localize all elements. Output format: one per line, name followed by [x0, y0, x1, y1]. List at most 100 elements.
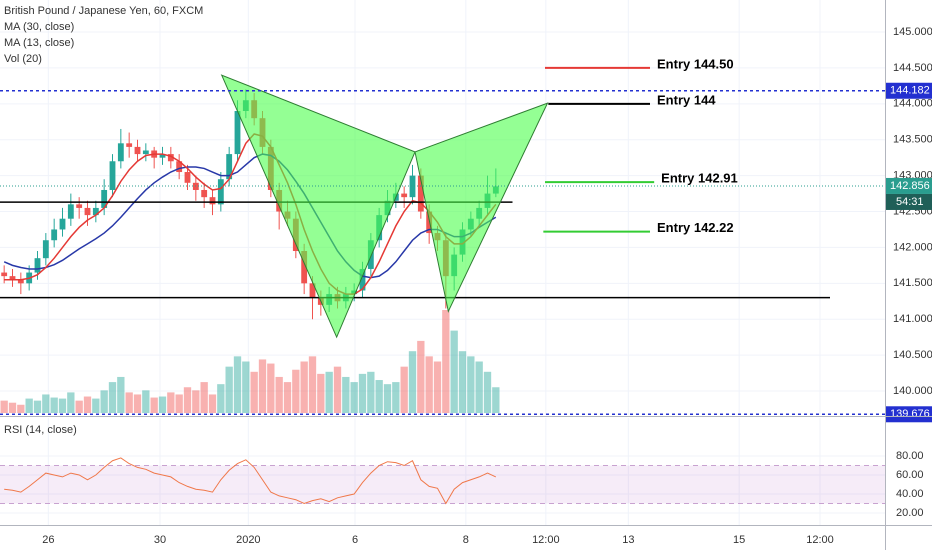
rsi-panel	[0, 418, 885, 525]
x-tick-label: 6	[352, 534, 358, 546]
volume-bar	[225, 366, 233, 413]
candle-body	[401, 193, 408, 198]
volume-bar	[158, 396, 167, 413]
price-label: 142.856	[890, 180, 930, 192]
candle-body	[409, 175, 416, 198]
candle-body	[217, 179, 224, 205]
volume-bar	[83, 396, 92, 413]
price-label-box	[886, 177, 932, 194]
symbol-title: British Pound / Japanese Yen, 60, FXCM	[4, 5, 203, 17]
entry-label: Entry 142.22	[657, 220, 734, 235]
entry-label: Entry 142.91	[661, 171, 738, 186]
indicator-label: Vol (20)	[4, 53, 42, 65]
volume-bar	[200, 382, 208, 413]
volume-bar	[417, 340, 425, 413]
volume-bar	[133, 394, 142, 413]
entry-label: Entry 144	[657, 92, 716, 107]
volume-bar	[450, 330, 458, 413]
volume-bar	[242, 361, 250, 413]
volume-bar	[117, 376, 125, 413]
volume-bar	[425, 356, 433, 413]
y-tick-label: 141.000	[893, 313, 932, 325]
volume-bar	[8, 402, 17, 413]
candle-body	[134, 146, 141, 155]
volume-bar	[175, 394, 183, 413]
indicator-label: MA (30, close)	[4, 21, 74, 33]
y-tick-label: 40.00	[896, 488, 924, 500]
y-tick-label: 144.000	[893, 98, 932, 110]
volume-bar	[358, 373, 367, 413]
candle-body	[34, 258, 41, 273]
candle-body	[176, 161, 183, 173]
candle-body	[101, 189, 108, 208]
harmonic-pattern	[414, 102, 549, 313]
volume-bar	[408, 351, 417, 413]
volume-bar	[192, 390, 200, 413]
volume-bar	[283, 382, 292, 413]
volume-bar	[292, 369, 300, 413]
price-label: 144.182	[890, 85, 930, 97]
x-tick-label: 26	[42, 534, 54, 546]
volume-bar	[300, 361, 308, 413]
x-tick-label: 12:00	[532, 534, 560, 546]
x-tick-label: 13	[622, 534, 634, 546]
candle-body	[117, 143, 124, 162]
candle-body	[417, 175, 424, 212]
candle-body	[201, 189, 208, 198]
y-tick-label: 140.500	[893, 349, 932, 361]
volume-bar	[208, 394, 217, 413]
volume-bar	[492, 387, 500, 413]
candle-body	[426, 211, 433, 234]
countdown: 54:31	[896, 196, 924, 208]
x-tick-label: 2020	[236, 534, 260, 546]
candle-body	[226, 154, 233, 180]
candle-body	[17, 279, 24, 284]
price-label-box	[886, 406, 932, 423]
candle-body	[167, 154, 174, 162]
candle-body	[109, 161, 116, 190]
volume-bar	[383, 384, 392, 413]
volume-bar	[325, 371, 333, 413]
volume-bar	[217, 384, 225, 413]
volume-bar	[275, 376, 283, 413]
moving-average	[3, 153, 497, 279]
candle-body	[301, 251, 308, 284]
y-tick-label: 140.000	[893, 385, 932, 397]
x-tick-label: 15	[733, 534, 745, 546]
candle-body	[92, 207, 99, 216]
countdown-box	[886, 193, 932, 210]
volume-bar	[467, 356, 475, 413]
volume-bar	[367, 371, 375, 413]
volume-bar	[100, 390, 108, 413]
x-tick-label: 8	[463, 534, 469, 546]
volume-bar	[125, 392, 133, 413]
candle-body	[209, 197, 216, 205]
candle-body	[67, 204, 74, 219]
volume-bar	[0, 400, 8, 413]
volume-bar	[233, 356, 242, 413]
y-tick-label: 142.000	[893, 241, 932, 253]
volume-bar	[342, 376, 350, 413]
y-tick-label: 80.00	[896, 450, 924, 462]
volume-bar	[108, 382, 117, 413]
volume-bar	[392, 382, 400, 413]
candle-body	[42, 240, 49, 259]
volume-bar	[75, 400, 83, 413]
y-tick-label: 60.00	[896, 469, 924, 481]
candle-body	[159, 154, 166, 158]
candle-body	[9, 276, 16, 280]
price-label: 139.676	[890, 408, 930, 420]
volume-bar	[25, 398, 33, 413]
volume-bar	[458, 351, 467, 413]
volume-bar	[167, 392, 175, 413]
y-tick-label: 145.000	[893, 26, 932, 38]
volume-bar	[142, 390, 150, 413]
volume-bar	[333, 366, 342, 413]
volume-bar	[350, 382, 358, 413]
volume-bar	[308, 356, 317, 413]
candle-body	[51, 229, 58, 241]
volume-bar	[58, 398, 67, 413]
volume-bar	[150, 397, 158, 413]
x-tick-label: 12:00	[806, 534, 834, 546]
volume-bar	[267, 363, 275, 413]
